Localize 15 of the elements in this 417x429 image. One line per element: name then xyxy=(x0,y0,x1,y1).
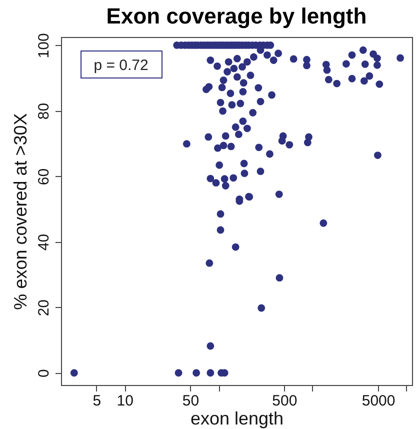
x-tick-label: 5000 xyxy=(362,392,396,410)
y-tick-label: 60 xyxy=(36,168,52,186)
x-tick-label: 500 xyxy=(272,392,298,410)
x-axis-title: exon length xyxy=(190,408,284,428)
chart-title: Exon coverage by length xyxy=(106,4,367,29)
y-tick-label: 0 xyxy=(36,369,52,378)
y-axis-title: % exon covered at >30X xyxy=(10,113,30,310)
y-tick-label: 40 xyxy=(36,234,52,251)
y-tick-label: 100 xyxy=(36,33,52,58)
x-tick-label: 50 xyxy=(182,392,200,410)
x-tick-label: 5 xyxy=(92,392,102,410)
annotation: p = 0.72 xyxy=(94,57,148,74)
y-tick-label: 80 xyxy=(36,102,52,120)
x-tick-label: 10 xyxy=(116,392,134,410)
y-tick-label: 20 xyxy=(36,299,52,316)
